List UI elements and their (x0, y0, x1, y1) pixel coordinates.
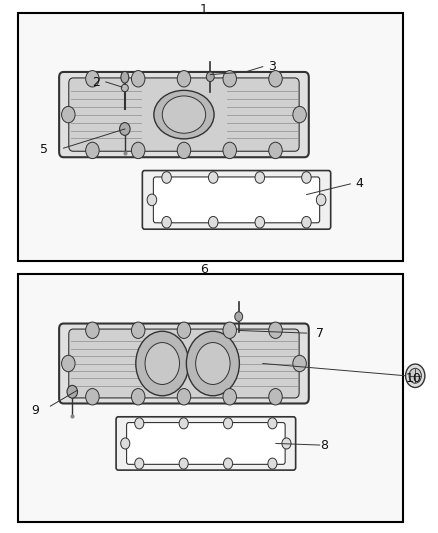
Circle shape (223, 322, 237, 338)
FancyBboxPatch shape (69, 78, 299, 151)
Circle shape (223, 70, 237, 87)
Text: 10: 10 (406, 372, 422, 385)
Text: 1: 1 (200, 3, 208, 15)
Circle shape (177, 389, 191, 405)
Circle shape (255, 172, 265, 183)
Text: 7: 7 (316, 327, 324, 340)
Circle shape (196, 343, 230, 384)
Circle shape (302, 172, 311, 183)
Circle shape (86, 389, 99, 405)
Circle shape (131, 70, 145, 87)
Circle shape (177, 142, 191, 159)
Circle shape (282, 438, 291, 449)
Circle shape (223, 418, 233, 429)
Circle shape (86, 322, 99, 338)
Circle shape (131, 142, 145, 159)
Text: 3: 3 (268, 60, 276, 73)
FancyBboxPatch shape (116, 417, 296, 470)
Circle shape (135, 418, 144, 429)
Ellipse shape (154, 90, 214, 139)
FancyBboxPatch shape (18, 274, 403, 522)
Circle shape (269, 70, 282, 87)
Circle shape (255, 216, 265, 228)
Circle shape (269, 322, 282, 338)
Text: 9: 9 (31, 404, 39, 417)
Circle shape (62, 107, 75, 123)
Circle shape (268, 418, 277, 429)
Circle shape (121, 438, 130, 449)
Circle shape (208, 172, 218, 183)
Circle shape (131, 389, 145, 405)
Circle shape (120, 123, 130, 135)
Circle shape (409, 368, 421, 383)
FancyBboxPatch shape (69, 329, 299, 398)
Text: 6: 6 (200, 263, 208, 276)
Circle shape (177, 322, 191, 338)
FancyBboxPatch shape (59, 72, 309, 157)
Text: 8: 8 (320, 439, 328, 451)
Ellipse shape (121, 84, 128, 92)
Circle shape (162, 216, 171, 228)
Circle shape (206, 72, 214, 82)
Circle shape (179, 418, 188, 429)
Text: 4: 4 (355, 177, 363, 190)
FancyBboxPatch shape (153, 177, 320, 223)
Circle shape (269, 142, 282, 159)
Circle shape (268, 458, 277, 469)
Circle shape (179, 458, 188, 469)
Circle shape (406, 364, 425, 387)
Text: 2: 2 (92, 76, 100, 89)
Circle shape (316, 194, 326, 206)
Circle shape (135, 458, 144, 469)
Circle shape (145, 343, 180, 384)
Ellipse shape (121, 71, 129, 83)
FancyBboxPatch shape (127, 423, 285, 464)
Circle shape (223, 389, 237, 405)
FancyBboxPatch shape (142, 171, 331, 229)
Circle shape (302, 216, 311, 228)
Text: 5: 5 (40, 143, 48, 156)
FancyBboxPatch shape (18, 13, 403, 261)
Circle shape (187, 331, 239, 395)
Circle shape (86, 70, 99, 87)
Circle shape (293, 356, 306, 372)
Ellipse shape (162, 96, 206, 133)
Circle shape (86, 142, 99, 159)
Circle shape (223, 142, 237, 159)
Circle shape (177, 70, 191, 87)
Circle shape (147, 194, 157, 206)
Circle shape (162, 172, 171, 183)
FancyBboxPatch shape (59, 324, 309, 403)
Circle shape (131, 322, 145, 338)
Circle shape (269, 389, 282, 405)
Circle shape (67, 385, 78, 398)
Circle shape (293, 107, 306, 123)
Circle shape (62, 356, 75, 372)
Circle shape (223, 458, 233, 469)
Circle shape (235, 312, 243, 321)
Circle shape (136, 331, 189, 395)
Circle shape (208, 216, 218, 228)
